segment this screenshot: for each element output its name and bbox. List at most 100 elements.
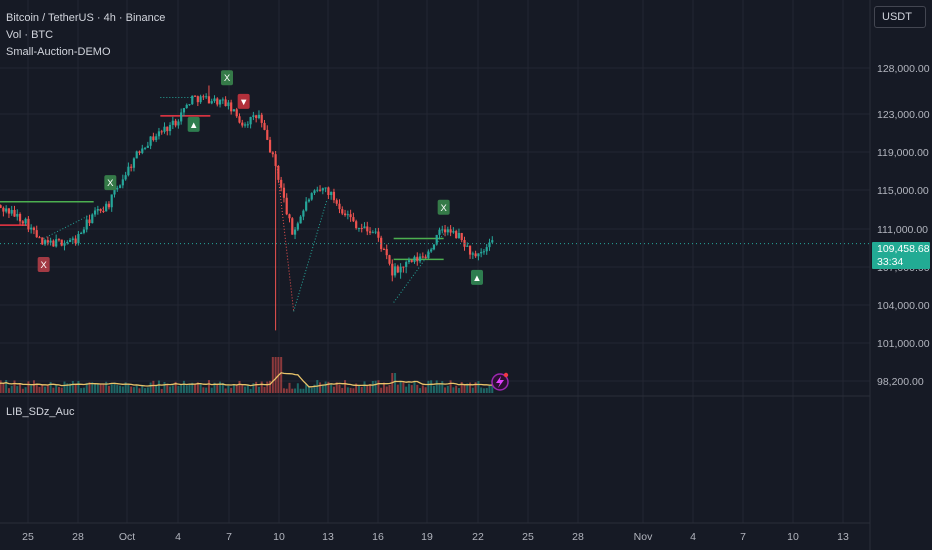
indicator-legend[interactable]: Small-Auction-DEMO xyxy=(6,46,111,58)
candle-body xyxy=(360,228,363,230)
volume-bar-55 xyxy=(146,387,149,393)
volume-bar-19 xyxy=(46,384,49,393)
candle-103 xyxy=(280,176,283,192)
candle-body xyxy=(168,124,172,132)
candle-57 xyxy=(152,132,155,142)
volume-bar-114 xyxy=(310,387,313,393)
signal-badge xyxy=(104,175,117,191)
candle-body xyxy=(399,266,402,273)
volume-bar-162 xyxy=(444,387,447,393)
candle-46 xyxy=(121,174,124,189)
candle-body xyxy=(107,203,111,208)
candle-body xyxy=(82,229,86,233)
candle-154 xyxy=(421,252,424,259)
volume-bar-166 xyxy=(455,385,458,393)
candle-40 xyxy=(105,201,108,212)
candle-151 xyxy=(413,255,416,264)
candle-178 xyxy=(488,238,491,251)
time-axis: 25 28 Oct 4 7 10 13 16 19 22 25 28 Nov 4 7 10 13 xyxy=(22,531,849,543)
candle-body xyxy=(93,210,97,215)
volume-bar-179 xyxy=(491,384,494,393)
candle-body xyxy=(135,151,138,159)
volume-bar-62 xyxy=(166,384,169,393)
candle-body xyxy=(452,231,455,233)
candle-89 xyxy=(241,119,244,128)
candle-body xyxy=(363,226,366,229)
candle-body xyxy=(266,129,269,140)
flash-icon[interactable] xyxy=(491,372,509,391)
volume-bar-50 xyxy=(132,387,135,393)
candle-139 xyxy=(380,235,383,252)
volume-bar-21 xyxy=(52,387,55,393)
volume-bar-96 xyxy=(260,381,263,393)
signal-label: X xyxy=(224,73,231,84)
candle-body xyxy=(224,99,227,107)
candle-14 xyxy=(32,226,36,235)
volume-bar-47 xyxy=(124,382,127,393)
guide-line-1 xyxy=(276,166,295,312)
candle-75 xyxy=(202,94,205,100)
candle-60 xyxy=(160,129,163,135)
volume-bar-82 xyxy=(221,382,224,393)
time-axis-label-16: 13 xyxy=(837,531,849,543)
candle-49 xyxy=(130,164,133,172)
signal-label: ▲ xyxy=(472,273,481,284)
candle-body xyxy=(74,238,77,244)
candle-body xyxy=(213,98,216,102)
volume-bar-93 xyxy=(252,383,255,393)
candle-100 xyxy=(271,151,274,158)
lower-pane-indicator-legend[interactable]: LIB_SDz_Auc xyxy=(6,406,75,418)
candle-157 xyxy=(430,247,433,253)
candle-124 xyxy=(338,199,341,214)
volume-legend[interactable]: Vol · BTC xyxy=(6,29,54,41)
candle-body xyxy=(132,158,136,168)
volume-bar-84 xyxy=(227,385,230,393)
candle-body xyxy=(352,217,355,222)
volume-bar-52 xyxy=(138,388,141,393)
signal-label: ▲ xyxy=(189,120,198,131)
symbol-legend[interactable]: Bitcoin / TetherUS · 4h · Binance xyxy=(6,12,166,24)
candle-body xyxy=(271,152,274,155)
candle-body xyxy=(91,214,94,224)
volume-bar-119 xyxy=(324,381,327,393)
volume-bar-10 xyxy=(21,388,24,393)
candle-62 xyxy=(166,126,169,136)
candle-19 xyxy=(46,236,49,246)
candle-107 xyxy=(291,217,294,235)
candle-147 xyxy=(402,266,405,273)
volume-bar-140 xyxy=(382,382,385,393)
candle-63 xyxy=(168,122,172,136)
candle-body xyxy=(5,208,8,212)
signal-marker-exit-0: X xyxy=(37,257,50,273)
candle-body xyxy=(255,115,258,119)
candle-body xyxy=(310,193,313,200)
candle-body xyxy=(246,124,249,126)
currency-button[interactable]: USDT xyxy=(874,6,926,28)
candle-body xyxy=(316,189,319,191)
candle-141 xyxy=(385,244,388,260)
candle-132 xyxy=(360,223,363,233)
candle-body xyxy=(2,207,5,212)
signal-marker-exit-3: X xyxy=(221,70,233,86)
candle-body xyxy=(216,98,219,105)
candle-7 xyxy=(13,205,16,217)
candle-26 xyxy=(66,240,69,245)
candle-85 xyxy=(230,99,233,115)
volume-bar-169 xyxy=(463,384,466,393)
candle-body xyxy=(332,191,336,201)
candle-174 xyxy=(477,253,480,261)
signal-badge xyxy=(221,70,233,86)
candle-body xyxy=(180,112,183,122)
candle-47 xyxy=(124,171,127,181)
candle-body xyxy=(455,231,458,239)
candle-body xyxy=(188,104,191,106)
price-axis: 128,000.00 123,000.00 119,000.00 115,000.00… xyxy=(877,63,930,388)
candle-3 xyxy=(2,206,5,217)
candle-6 xyxy=(10,205,13,216)
volume-bar-150 xyxy=(410,385,413,393)
volume-bar-65 xyxy=(174,381,177,393)
bar-countdown: 33:34 xyxy=(877,256,904,268)
candle-body xyxy=(49,240,52,243)
volume-bar-107 xyxy=(291,388,294,393)
